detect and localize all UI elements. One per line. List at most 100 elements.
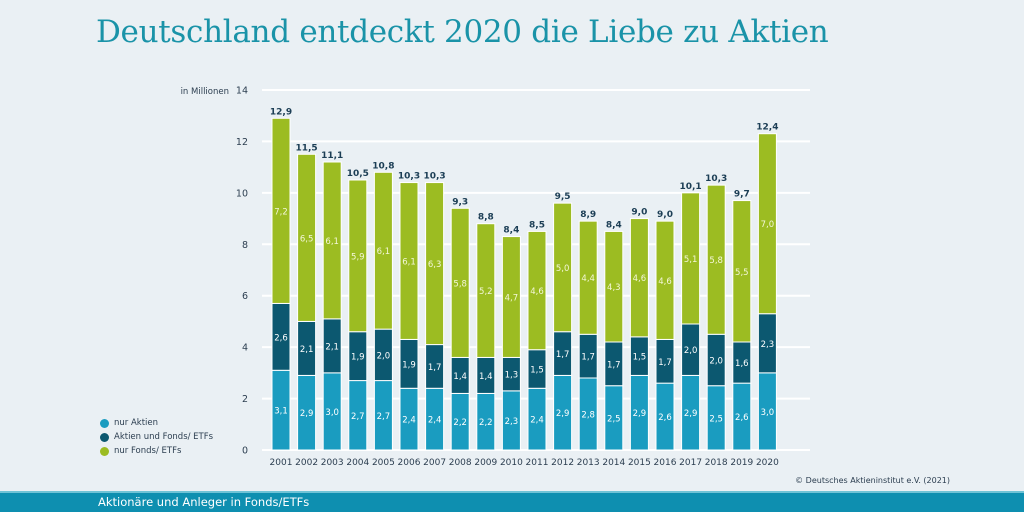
stacked-bar-chart: 0 2 4 6 8 10 12 14 in Millionen 3,1 2,6 7,2 12,9 2,… [181,86,810,468]
copyright-notice: © Deutsches Aktieninstitut e.V. (2021) [795,476,950,485]
bar-segment-nur-fonds [425,182,445,346]
bar-segment-nur-fonds [373,171,393,330]
y-tick-label: 2 [242,394,248,405]
x-tick-label: 2020 [756,458,779,468]
footer-bar: Aktionäre und Anleger in Fonds/ETFs [0,491,1024,512]
bar-group-2009: 2,2 1,4 5,2 8,8 [476,213,496,451]
x-tick-label: 2015 [628,458,651,468]
data-label: 1,7 [556,350,570,360]
data-label: 1,7 [581,353,595,363]
data-label: 1,9 [402,360,416,370]
data-label: 2,9 [684,409,698,419]
y-tick-label: 10 [236,188,248,199]
legend-item-nur-aktien: nur Aktien [100,416,213,430]
data-label: 6,1 [325,237,339,247]
bar-group-2004: 2,7 1,9 5,9 10,5 [347,169,369,451]
bar-group-2013: 2,8 1,7 4,4 8,9 [578,210,598,451]
data-label: 2,1 [325,342,339,352]
y-tick-label: 8 [242,240,248,251]
legend-label: nur Aktien [114,418,159,428]
data-label: 5,2 [479,287,493,297]
data-label: 1,6 [735,359,749,369]
data-label: 2,6 [274,333,288,343]
total-label: 8,8 [478,213,494,223]
data-label: 2,8 [581,411,595,421]
legend-swatch-nur-fonds [100,446,109,456]
y-axis-label: in Millionen [181,87,229,97]
x-tick-label: 2010 [500,458,523,468]
x-tick-label: 2017 [679,458,702,468]
total-label: 8,4 [503,226,519,236]
x-tick-label: 2008 [449,458,472,468]
data-label: 3,0 [761,408,775,418]
x-tick-label: 2011 [526,458,549,468]
total-label: 9,7 [734,190,750,200]
bar-group-2002: 2,9 2,1 6,5 11,5 [295,143,318,451]
data-label: 1,7 [428,363,442,373]
data-label: 4,6 [530,287,544,297]
bar-group-2017: 2,9 2,0 5,1 10,1 [679,182,702,451]
y-tick-label: 12 [236,137,248,148]
total-label: 8,5 [529,220,545,230]
y-tick-label: 14 [236,86,248,97]
total-label: 12,9 [270,107,292,117]
x-tick-label: 2006 [398,458,421,468]
data-label: 1,5 [530,366,544,376]
data-label: 2,1 [300,345,314,355]
legend-swatch-aktien-und-fonds [100,432,109,442]
x-tick-label: 2013 [577,458,600,468]
total-label: 8,9 [580,210,596,220]
data-label: 5,0 [556,264,570,274]
total-label: 9,3 [452,197,468,207]
data-label: 2,6 [735,413,749,423]
bar-segment-nur-fonds [527,230,547,351]
legend-label: nur Fonds/ ETFs [114,446,182,456]
total-label: 12,4 [756,123,778,133]
data-label: 5,9 [351,252,365,262]
bar-segment-nur-fonds [757,133,777,315]
bar-group-2006: 2,4 1,9 6,1 10,3 [398,172,420,451]
bar-group-2008: 2,2 1,4 5,8 9,3 [450,197,470,451]
bar-segment-nur-fonds [297,153,317,322]
data-label: 1,7 [658,358,672,368]
bar-group-2011: 2,4 1,5 4,6 8,5 [527,220,547,451]
data-label: 4,3 [607,283,621,293]
data-label: 1,3 [505,371,519,381]
data-label: 2,5 [607,414,621,424]
data-label: 4,6 [658,277,672,287]
data-label: 2,2 [453,418,467,428]
total-label: 11,5 [295,143,317,153]
data-label: 6,5 [300,234,314,244]
bar-group-2012: 2,9 1,7 5,0 9,5 [553,192,573,451]
data-label: 1,4 [479,372,493,382]
bar-segment-nur-fonds [629,218,649,338]
bar-segment-nur-fonds [706,184,726,335]
data-label: 2,9 [633,409,647,419]
bar-segment-nur-fonds [732,200,752,343]
data-label: 1,5 [633,353,647,363]
bar-segment-nur-fonds [553,202,573,333]
bar-segment-nur-fonds [348,179,368,333]
y-tick-label: 4 [242,343,248,354]
data-label: 3,1 [274,407,288,417]
chart-title: Deutschland entdeckt 2020 die Liebe zu A… [96,14,829,50]
bar-segment-nur-fonds [450,207,470,358]
data-label: 2,3 [505,417,519,427]
bar-segment-nur-fonds [604,230,624,343]
total-label: 10,1 [679,182,701,192]
total-label: 11,1 [321,151,343,161]
bar-segment-nur-fonds [578,220,598,335]
bar-group-2018: 2,5 2,0 5,8 10,3 [705,174,727,451]
total-label: 10,3 [423,172,445,182]
data-label: 2,9 [556,409,570,419]
bar-group-2014: 2,5 1,7 4,3 8,4 [604,220,624,451]
bar-group-2001: 3,1 2,6 7,2 12,9 [270,107,292,451]
data-label: 2,0 [377,351,391,361]
x-tick-label: 2012 [551,458,574,468]
bar-segment-nur-fonds [681,192,701,325]
legend: nur Aktien Aktien und Fonds/ ETFs nur Fo… [100,416,213,458]
data-label: 7,2 [274,207,288,217]
data-label: 2,2 [479,418,493,428]
data-label: 4,4 [581,274,595,284]
x-tick-label: 2001 [270,458,293,468]
